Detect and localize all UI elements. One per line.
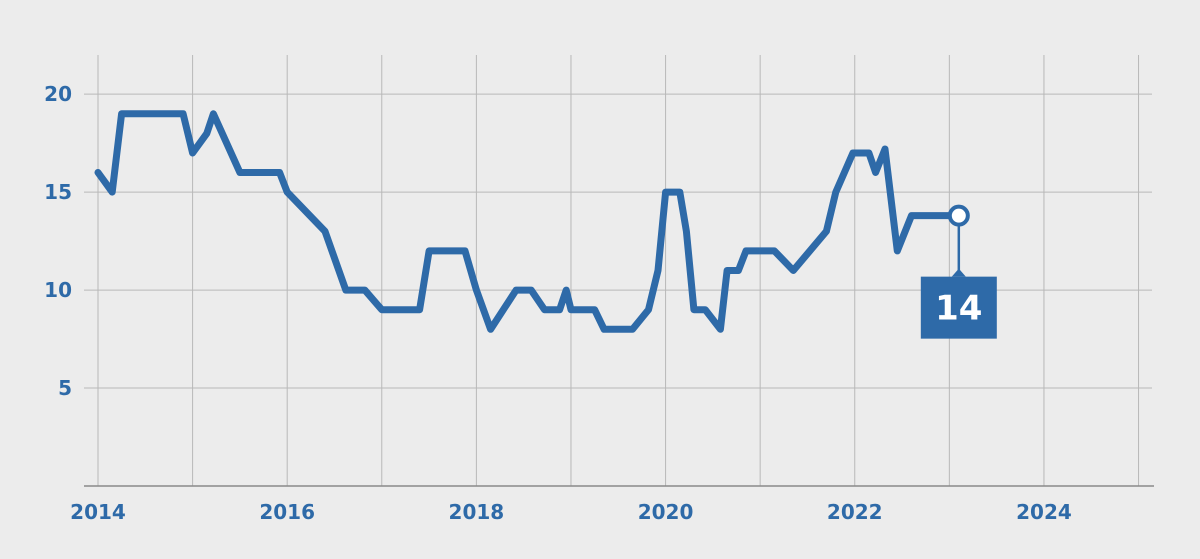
y-tick-label: 10 [44, 278, 72, 302]
y-tick-label: 15 [44, 180, 72, 204]
x-tick-label: 2018 [449, 500, 505, 524]
x-tick-label: 2020 [638, 500, 694, 524]
x-tick-label: 2014 [70, 500, 126, 524]
callout-box [920, 276, 997, 339]
vertical-gridlines [97, 55, 1140, 486]
x-axis-tick-labels: 2014 2016 2018 2020 2022 2024 [70, 500, 1072, 524]
y-tick-label: 20 [44, 82, 72, 106]
x-tick-label: 2022 [827, 500, 883, 524]
value-callout: 14 [920, 204, 997, 339]
end-point-marker [947, 204, 970, 227]
series-line [94, 110, 963, 333]
y-tick-label: 5 [58, 376, 72, 400]
callout-value-label: 14 [935, 289, 982, 329]
callout-pointer [951, 268, 966, 277]
horizontal-gridlines [84, 93, 1152, 389]
x-tick-label: 2016 [259, 500, 315, 524]
x-tick-label: 2024 [1016, 500, 1072, 524]
y-axis-tick-labels: 5 10 15 20 [44, 82, 72, 400]
